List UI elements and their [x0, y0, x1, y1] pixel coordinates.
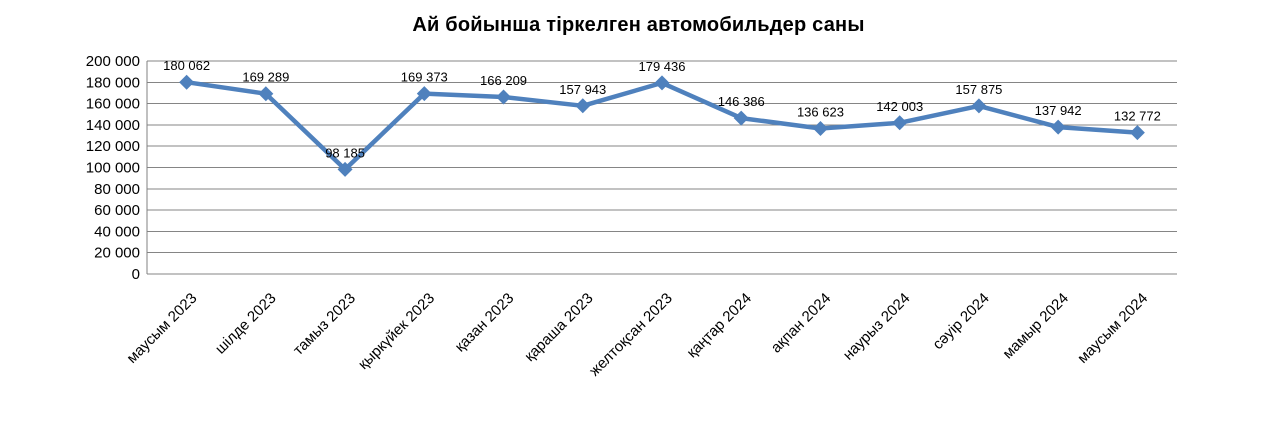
y-axis-tick-label: 200 000 — [86, 53, 140, 70]
x-axis-tick-label: мамыр 2024 — [999, 290, 1072, 363]
y-axis-tick-label: 60 000 — [94, 202, 140, 219]
data-point-label: 179 436 — [639, 59, 686, 74]
data-point-label: 157 943 — [559, 82, 606, 97]
y-axis-tick-label: 0 — [132, 266, 140, 283]
y-axis-tick-label: 160 000 — [86, 96, 140, 113]
x-axis-tick-label: наурыз 2024 — [840, 290, 914, 364]
x-axis-tick-label: желтоқсан 2023 — [586, 290, 676, 380]
y-axis-tick-label: 180 000 — [86, 74, 140, 91]
x-axis-tick-label: тамыз 2023 — [290, 290, 359, 359]
data-point-marker — [733, 110, 749, 126]
data-point-label: 180 062 — [163, 58, 210, 73]
data-point-marker — [337, 161, 353, 177]
y-axis-tick-label: 40 000 — [94, 223, 140, 240]
x-axis-tick-label: ақпан 2024 — [768, 290, 835, 357]
x-axis-tick-label: маусым 2023 — [123, 290, 200, 367]
data-point-marker — [1050, 119, 1066, 135]
x-axis-tick-label: маусым 2024 — [1074, 290, 1151, 367]
data-point-label: 169 289 — [242, 70, 289, 85]
x-axis-tick-label: қазан 2023 — [452, 290, 518, 356]
data-point-marker — [1129, 125, 1145, 141]
data-point-marker — [654, 75, 670, 91]
data-point-marker — [892, 115, 908, 131]
data-point-label: 146 386 — [718, 94, 765, 109]
data-point-label: 132 772 — [1114, 109, 1161, 124]
y-axis-tick-label: 80 000 — [94, 181, 140, 198]
data-point-marker — [971, 98, 987, 114]
data-point-label: 157 875 — [955, 82, 1002, 97]
y-axis-tick-label: 100 000 — [86, 160, 140, 177]
data-point-label: 137 942 — [1035, 103, 1082, 118]
data-point-label: 136 623 — [797, 104, 844, 119]
data-point-marker — [496, 89, 512, 105]
x-axis-tick-label: қараша 2023 — [521, 290, 596, 365]
data-point-marker — [416, 86, 432, 102]
data-point-marker — [258, 86, 274, 102]
x-axis-tick-label: сәуір 2024 — [929, 290, 992, 353]
chart-title: Ай бойынша тіркелген автомобильдер саны — [412, 14, 865, 36]
y-axis-tick-label: 20 000 — [94, 245, 140, 262]
y-axis-tick-label: 120 000 — [86, 138, 140, 155]
data-point-marker — [812, 120, 828, 136]
x-axis-tick-label: қыркүйек 2023 — [355, 290, 438, 373]
data-point-label: 169 373 — [401, 70, 448, 85]
x-axis-tick-label: қаңтар 2024 — [684, 290, 756, 362]
x-axis-tick-label: шілде 2023 — [212, 290, 280, 358]
data-point-label: 142 003 — [876, 99, 923, 114]
y-axis-tick-label: 140 000 — [86, 117, 140, 134]
data-point-label: 166 209 — [480, 73, 527, 88]
data-point-label: 98 185 — [325, 145, 365, 160]
data-point-marker — [179, 74, 195, 90]
data-point-marker — [575, 98, 591, 114]
